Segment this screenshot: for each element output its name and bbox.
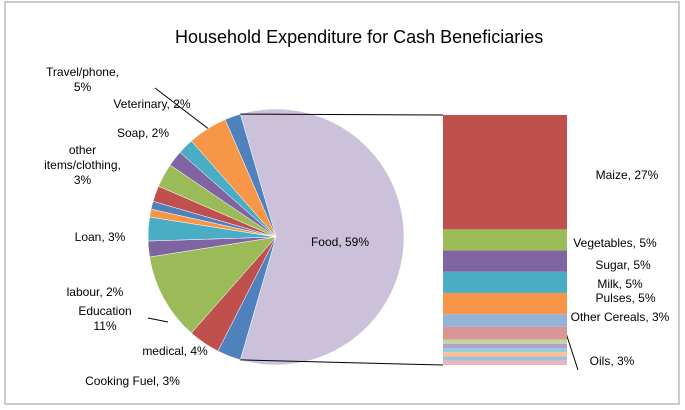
leader-line	[154, 87, 211, 131]
bar-segment	[443, 360, 567, 365]
data-label: Pulses, 5%	[595, 291, 656, 305]
data-label: Other Cereals, 3%	[570, 310, 670, 324]
pie-slice	[224, 113, 277, 238]
bar-segment	[443, 348, 567, 353]
data-label: Sugar, 5%	[595, 258, 651, 272]
bar-segment	[443, 343, 567, 349]
data-label: Milk, 5%	[597, 277, 643, 291]
bar-segment	[443, 326, 567, 340]
data-label: other items/clothing, 3%	[44, 143, 121, 187]
data-label: labour, 2%	[66, 285, 124, 299]
bar-segment	[443, 271, 567, 293]
data-label: Travel/phone, 5%	[46, 65, 119, 94]
bar-segment	[443, 352, 567, 357]
leader-line	[147, 317, 169, 323]
bar-segment	[443, 250, 567, 272]
data-label: Vegetables, 5%	[573, 236, 657, 250]
pie-slice	[149, 236, 277, 334]
bar-segment	[443, 229, 567, 251]
bar-segment	[443, 339, 567, 344]
connector-line	[240, 359, 444, 366]
data-label: Oils, 3%	[589, 354, 635, 368]
leader-line	[564, 329, 579, 371]
data-label: medical, 4%	[142, 344, 208, 358]
data-label: Cooking Fuel, 3%	[85, 374, 180, 388]
bar-segment	[443, 292, 567, 315]
chart-title: Household Expenditure for Cash Beneficia…	[175, 27, 544, 47]
connector-line	[240, 113, 444, 116]
data-label: Maize, 27%	[595, 168, 659, 182]
bar-segment	[443, 314, 567, 327]
bar-segment	[443, 356, 567, 361]
bar-segment	[443, 115, 567, 230]
data-label: Education 11%	[78, 304, 132, 333]
data-label: Veterinary, 2%	[113, 97, 191, 111]
data-label: Loan, 3%	[74, 230, 126, 244]
data-label: Soap, 2%	[116, 126, 170, 140]
data-label: Food, 59%	[310, 235, 370, 249]
